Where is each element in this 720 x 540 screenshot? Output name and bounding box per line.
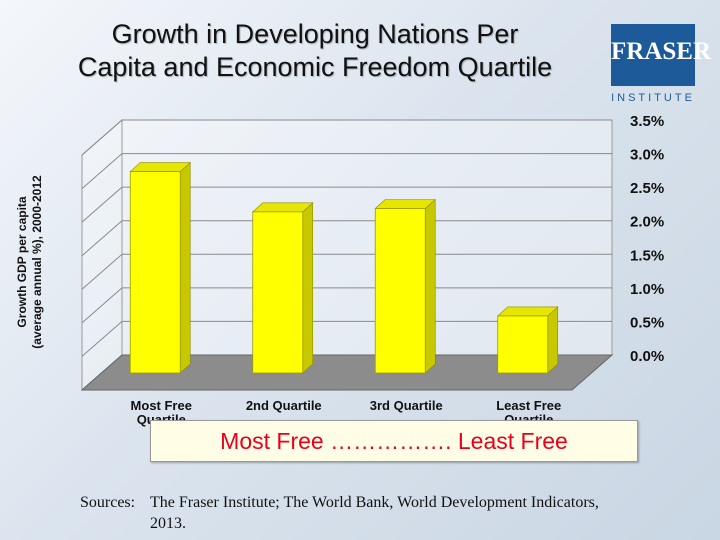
freedom-scale-label: Most Free ……………. Least Free <box>150 420 638 462</box>
sources-note: Sources: The Fraser Institute; The World … <box>80 492 700 534</box>
y-tick-label: 2.5% <box>630 180 664 197</box>
y-axis-label-line: Growth GDP per capita <box>15 196 29 327</box>
slide-title: Growth in Developing Nations Per Capita … <box>0 18 630 84</box>
y-tick-label: 0.0% <box>630 348 664 365</box>
sources-label: Sources: <box>80 494 136 511</box>
y-tick-label: 0.5% <box>630 314 664 331</box>
y-tick-label: 1.0% <box>630 281 664 298</box>
gridline-side <box>81 119 123 156</box>
y-axis-label: Growth GDP per capita (average annual %),… <box>15 175 44 349</box>
x-tick-label: Least Free <box>496 398 561 413</box>
bar-side <box>179 161 191 374</box>
y-tick-label: 3.0% <box>630 147 664 164</box>
logo-box <box>611 24 695 86</box>
gridline-side <box>81 253 123 290</box>
bar-top <box>496 306 559 317</box>
bar-side <box>302 202 314 374</box>
x-tick-label: 3rd Quartile <box>370 398 443 413</box>
title-line-2: Capita and Economic Freedom Quartile <box>77 52 553 82</box>
bar-side <box>424 198 436 374</box>
gridline-side <box>81 287 123 324</box>
gridline-side <box>81 321 123 357</box>
bar <box>252 211 304 374</box>
y-axis-label-line: (average annual %), 2000-2012 <box>30 175 44 349</box>
chart-side-wall <box>81 118 123 392</box>
title-line-1: Growth in Developing Nations Per <box>111 19 519 49</box>
gridline-side <box>81 220 123 257</box>
sources-line-1: The Fraser Institute; The World Bank, Wo… <box>150 494 599 511</box>
bar-top <box>129 162 192 172</box>
bar-top <box>251 202 314 213</box>
y-tick-label: 3.5% <box>630 113 664 130</box>
bar <box>497 315 549 374</box>
bar <box>374 208 426 374</box>
x-tick-label: Most Free <box>131 398 192 413</box>
x-tick-label: 2nd Quartile <box>246 398 322 413</box>
fraser-institute-logo: FRASER INSTITUTE <box>611 24 712 108</box>
logo-word: FRASER <box>611 38 712 65</box>
bar-top <box>374 199 437 209</box>
chart-floor <box>80 354 614 391</box>
logo-sub: INSTITUTE <box>611 92 695 104</box>
y-tick-label: 2.0% <box>630 214 664 231</box>
bar-side <box>547 306 559 374</box>
sources-line-2: 2013. <box>150 515 186 532</box>
bar <box>129 171 181 374</box>
gridline-side <box>81 186 123 223</box>
y-tick-label: 1.5% <box>630 247 664 264</box>
gridline-side <box>81 153 123 189</box>
